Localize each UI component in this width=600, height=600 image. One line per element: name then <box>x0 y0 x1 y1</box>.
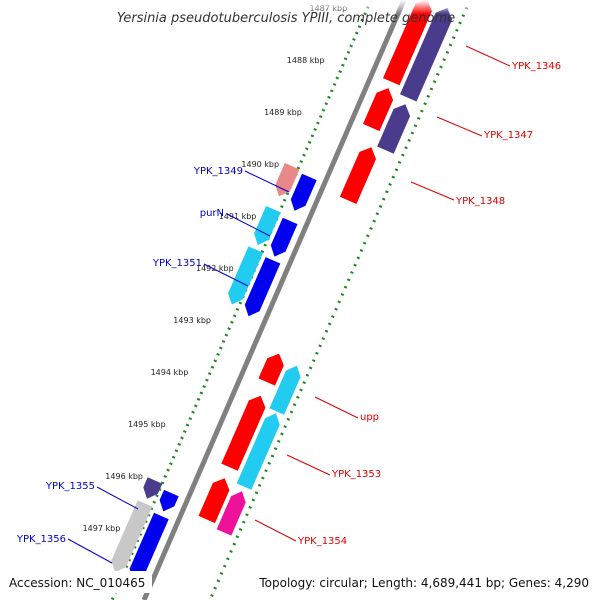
backbone-line <box>141 0 407 600</box>
gene-label-ypk1348[interactable]: YPK_1348 <box>455 196 505 207</box>
leader-line <box>67 538 113 564</box>
tick-label: 1492 kbp <box>196 264 234 273</box>
leader-line <box>436 116 483 137</box>
leader-line <box>203 263 249 287</box>
gene-ypk1348-arrow[interactable] <box>339 147 376 204</box>
gene-ypk1356-gray-arrow[interactable] <box>111 500 153 573</box>
gene-label-ypk1346[interactable]: YPK_1346 <box>511 61 561 72</box>
gene-ypk1349-arrow[interactable] <box>290 173 317 211</box>
accession-box <box>4 571 152 593</box>
tick-label: 1496 kbp <box>105 472 143 481</box>
gene-label-ypk1355[interactable]: YPK_1355 <box>45 481 95 492</box>
gene-label-ypk1353[interactable]: YPK_1353 <box>331 469 381 480</box>
top-fade <box>0 0 600 14</box>
gene-ypk1356-arrow[interactable] <box>129 512 169 581</box>
tick-label: 1497 kbp <box>83 524 121 533</box>
gene-ypk1355-blue-arrow[interactable] <box>159 489 179 512</box>
gene-label-ypk1356[interactable]: YPK_1356 <box>16 534 66 545</box>
gene-label-ypk1351[interactable]: YPK_1351 <box>152 258 202 269</box>
gene-ypk1354-arrow[interactable] <box>198 478 230 524</box>
gene-ypk1353-arrow[interactable] <box>221 395 266 471</box>
tick-label: 1491 kbp <box>219 212 257 221</box>
gene-ypk1347-arrow[interactable] <box>363 88 394 132</box>
gene-upp-cyan-arrow[interactable] <box>269 365 301 415</box>
tick-label: 1493 kbp <box>173 316 211 325</box>
gene-upp-arrow[interactable] <box>258 353 284 386</box>
gene-ypk1353-cyan-arrow[interactable] <box>236 413 280 490</box>
gene-purn-arrow[interactable] <box>270 217 298 257</box>
accession-text: Accession: NC_010465 <box>9 576 145 590</box>
tick-track-right <box>208 0 472 600</box>
gene-label-purn[interactable]: purN <box>200 208 224 219</box>
tick-label: 1494 kbp <box>151 368 189 377</box>
map-title: Yersinia pseudotuberculosis YPIII, compl… <box>117 11 455 26</box>
gene-label-ypk1347[interactable]: YPK_1347 <box>483 130 533 141</box>
leader-line <box>465 45 511 67</box>
tick-label: 1490 kbp <box>241 160 279 169</box>
gene-ypk1351-arrow[interactable] <box>244 257 281 317</box>
gene-ypk1354-magenta-arrow[interactable] <box>216 491 246 536</box>
summary-box <box>256 571 594 593</box>
gene-label-ypk1349[interactable]: YPK_1349 <box>193 166 243 177</box>
gene-purn-cyan-arrow[interactable] <box>254 206 281 245</box>
gene-ypk1346-navy-arrow[interactable] <box>400 8 453 102</box>
leader-line <box>96 486 139 510</box>
leader-line <box>226 213 271 237</box>
summary-text: Topology: circular; Length: 4,689,441 bp… <box>258 576 589 590</box>
gene-label-upp[interactable]: upp <box>360 412 379 423</box>
leader-line <box>286 454 331 476</box>
tick-label: 1488 kbp <box>287 56 325 65</box>
gene-ypk1347-navy-arrow[interactable] <box>377 104 411 154</box>
leader-line <box>410 181 455 201</box>
gene-ypk1351-cyan-arrow[interactable] <box>228 246 264 305</box>
tick-label: 1489 kbp <box>264 108 302 117</box>
leader-line <box>254 519 297 542</box>
gene-features <box>111 0 453 581</box>
leader-line <box>244 170 290 193</box>
tick-label: 1495 kbp <box>128 420 166 429</box>
label-leaders <box>67 45 511 564</box>
gene-label-ypk1354[interactable]: YPK_1354 <box>297 536 347 547</box>
gene-ypk1355-arrow[interactable] <box>143 477 163 499</box>
gene-ypk1346-arrow[interactable] <box>383 0 432 86</box>
leader-line <box>314 396 359 419</box>
